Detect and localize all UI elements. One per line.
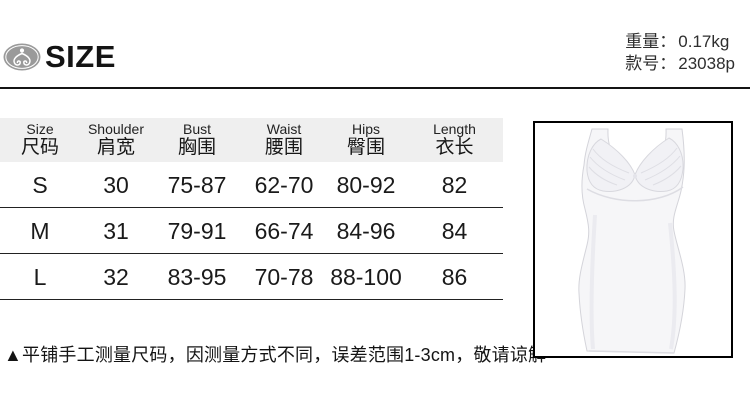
brand-block: SIZE xyxy=(2,40,152,74)
size-table: Size 尺码 Shoulder 肩宽 Bust 胸围 Waist 腰围 Hip… xyxy=(0,118,503,300)
column-header-zh: 肩宽 xyxy=(96,137,135,158)
weight-value: 0.17kg xyxy=(678,32,730,51)
cell-waist: 62-70 xyxy=(254,171,314,198)
product-meta: 重量： 0.17kg 款号： 23038p xyxy=(618,31,735,75)
weight-row: 重量： 0.17kg xyxy=(618,31,735,53)
size-table-header: Size 尺码 Shoulder 肩宽 Bust 胸围 Waist 腰围 Hip… xyxy=(0,118,503,162)
cell-hips: 84-96 xyxy=(336,217,396,244)
column-header-length: Length 衣长 xyxy=(406,121,503,159)
column-header-en: Size xyxy=(26,121,54,137)
measurement-note: ▲平铺手工测量尺码，因测量方式不同，误差范围1-3cm，敬请谅解 xyxy=(4,345,547,365)
style-number-row: 款号： 23038p xyxy=(618,53,735,75)
column-header-en: Waist xyxy=(266,121,302,137)
column-header-shoulder: Shoulder 肩宽 xyxy=(80,121,152,159)
cell-length: 82 xyxy=(441,171,468,198)
column-header-zh: 臀围 xyxy=(346,137,385,158)
cell-bust: 79-91 xyxy=(167,217,227,244)
page-title: SIZE xyxy=(45,39,116,74)
cell-length: 84 xyxy=(441,217,468,244)
column-header-hips: Hips 臀围 xyxy=(326,121,406,159)
column-header-en: Hips xyxy=(351,121,380,137)
ornamental-ellipse-logo-icon xyxy=(2,41,42,73)
cell-bust: 75-87 xyxy=(167,171,227,198)
cell-waist: 70-78 xyxy=(254,263,314,290)
white-dress-image xyxy=(578,128,686,354)
cell-bust: 83-95 xyxy=(167,263,227,290)
column-header-zh: 尺码 xyxy=(20,137,59,158)
cell-hips: 80-92 xyxy=(336,171,396,198)
table-row-size-l: L 32 83-95 70-78 88-100 86 xyxy=(0,254,503,300)
column-header-size: Size 尺码 xyxy=(0,121,80,159)
top-divider xyxy=(0,87,750,89)
cell-size: M xyxy=(30,217,50,244)
column-header-zh: 衣长 xyxy=(435,137,474,158)
product-photo-frame xyxy=(533,121,733,358)
cell-shoulder: 31 xyxy=(103,217,129,244)
style-number-label: 款号： xyxy=(625,54,677,73)
cell-waist: 66-74 xyxy=(254,217,314,244)
cell-length: 86 xyxy=(441,263,468,290)
column-header-en: Length xyxy=(433,121,476,137)
column-header-zh: 腰围 xyxy=(264,137,303,158)
cell-size: S xyxy=(32,171,48,198)
column-header-zh: 胸围 xyxy=(177,137,216,158)
cell-shoulder: 30 xyxy=(103,171,129,198)
table-row-size-s: S 30 75-87 62-70 80-92 82 xyxy=(0,162,503,208)
column-header-waist: Waist 腰围 xyxy=(242,121,326,159)
cell-shoulder: 32 xyxy=(103,263,129,290)
column-header-bust: Bust 胸围 xyxy=(152,121,242,159)
table-row-size-m: M 31 79-91 66-74 84-96 84 xyxy=(0,208,503,254)
column-header-en: Shoulder xyxy=(87,121,145,137)
cell-size: L xyxy=(33,263,47,290)
column-header-en: Bust xyxy=(182,121,211,137)
cell-hips: 88-100 xyxy=(330,263,402,290)
weight-label: 重量： xyxy=(625,32,677,51)
style-number-value: 23038p xyxy=(678,54,735,73)
